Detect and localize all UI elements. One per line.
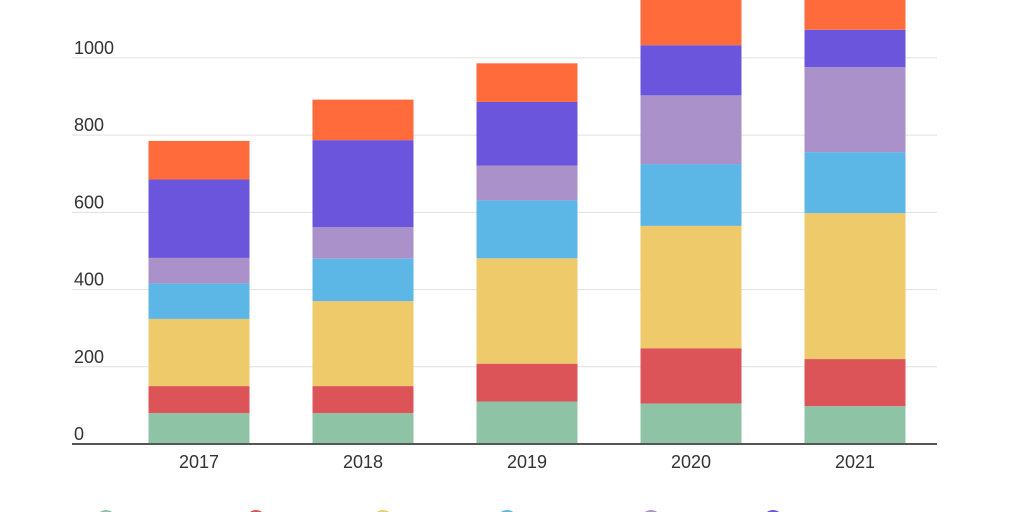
x-tick-label: 2019 <box>507 452 547 472</box>
bar-segment-2020-series-2[interactable] <box>640 348 742 404</box>
y-tick-label: 200 <box>74 347 104 367</box>
bar-segment-2018-series-5[interactable] <box>312 227 414 259</box>
bar-segment-2019-series-4[interactable] <box>476 200 578 259</box>
bar-segment-2021-series-1[interactable] <box>804 406 906 444</box>
bar-segment-2018-series-3[interactable] <box>312 301 414 387</box>
bar-segment-2017-series-5[interactable] <box>148 257 250 284</box>
bar-segment-2018-series-1[interactable] <box>312 413 414 444</box>
bar-segment-2021-series-4[interactable] <box>804 152 906 214</box>
x-tick-label: 2020 <box>671 452 711 472</box>
y-tick-label: 1000 <box>74 38 114 58</box>
bar-segment-2019-series-6[interactable] <box>476 101 578 166</box>
bar-segment-2017-series-2[interactable] <box>148 386 250 414</box>
bar-segment-2019-series-1[interactable] <box>476 401 578 444</box>
y-tick-label: 600 <box>74 192 104 212</box>
bar-segment-2018-series-6[interactable] <box>312 140 414 228</box>
bar-segment-2020-series-4[interactable] <box>640 164 742 226</box>
bar-segment-2018-series-7[interactable] <box>312 99 414 141</box>
y-tick-label: 0 <box>74 424 84 444</box>
x-tick-label: 2017 <box>179 452 219 472</box>
bar-segment-2021-series-7[interactable] <box>804 0 906 30</box>
bar-segment-2017-series-4[interactable] <box>148 283 250 319</box>
bar-segment-2021-series-2[interactable] <box>804 359 906 407</box>
y-tick-label: 800 <box>74 115 104 135</box>
bar-segment-2017-series-7[interactable] <box>148 140 250 180</box>
bar-segment-2017-series-6[interactable] <box>148 179 250 258</box>
axes: 0 200 400 600 800 1000 2017 2018 2019 2020 2021 <box>72 38 937 472</box>
bar-segment-2018-series-4[interactable] <box>312 258 414 302</box>
y-tick-label: 400 <box>74 270 104 290</box>
bar-segment-2021-series-6[interactable] <box>804 29 906 68</box>
bar-segment-2019-series-5[interactable] <box>476 165 578 201</box>
x-tick-label: 2018 <box>343 452 383 472</box>
bar-segment-2017-series-3[interactable] <box>148 318 250 387</box>
bar-segment-2020-series-6[interactable] <box>640 45 742 96</box>
bar-segment-2018-series-2[interactable] <box>312 386 414 414</box>
bar-segment-2020-series-7[interactable] <box>640 0 742 46</box>
bar-segment-2019-series-7[interactable] <box>476 63 578 102</box>
bar-segment-2017-series-1[interactable] <box>148 413 250 444</box>
bar-segment-2020-series-5[interactable] <box>640 95 742 165</box>
bar-segment-2019-series-2[interactable] <box>476 363 578 402</box>
x-tick-label: 2021 <box>835 452 875 472</box>
bar-segments <box>148 0 906 444</box>
bar-segment-2020-series-1[interactable] <box>640 403 742 444</box>
bar-segment-2021-series-5[interactable] <box>804 67 906 153</box>
bar-segment-2019-series-3[interactable] <box>476 258 578 364</box>
bar-segment-2021-series-3[interactable] <box>804 213 906 360</box>
bar-segment-2020-series-3[interactable] <box>640 225 742 349</box>
